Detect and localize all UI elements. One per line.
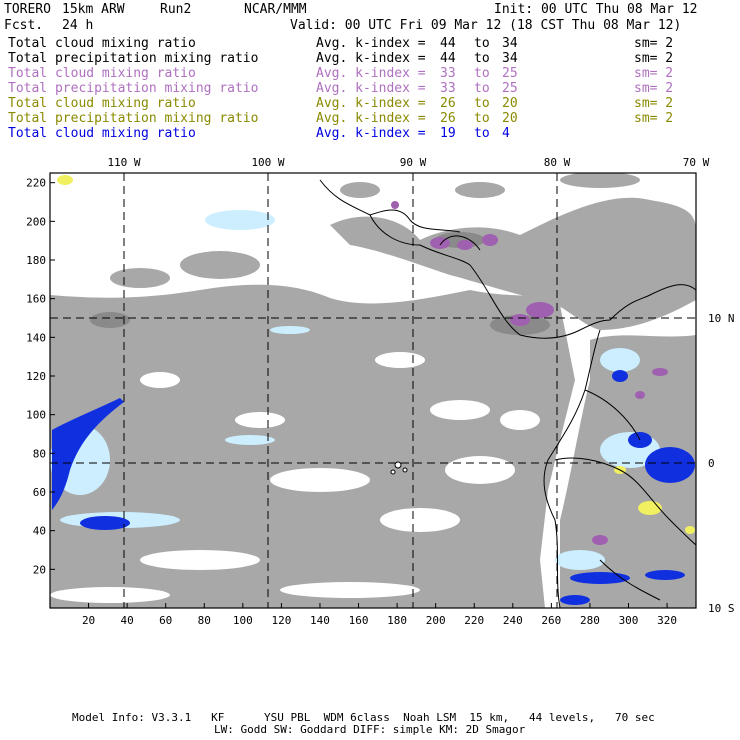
legend-label-5: Avg. k-index =	[316, 111, 426, 126]
legend-sm-1: sm= 2	[634, 51, 674, 66]
legend-to-word-4: to	[474, 96, 490, 111]
longitude-label-2: 90 W	[400, 156, 427, 169]
forecast-label: Fcst.	[4, 18, 44, 33]
axis-labels: 20 40 60 80 100 120 140 160 180 200 220 240 260 280 30…	[26, 156, 734, 627]
legend-to-1: 34	[502, 51, 518, 66]
legend-field-4: Total cloud mixing ratio	[8, 96, 196, 111]
legend-label-0: Avg. k-index =	[316, 36, 426, 51]
legend-label-1: Avg. k-index =	[316, 51, 426, 66]
y-tick-label-1: 40	[33, 525, 46, 538]
legend-from-2: 33	[440, 66, 456, 81]
axis-ticks	[50, 182, 668, 608]
legend-sm-3: sm= 2	[634, 81, 674, 96]
x-tick-label-7: 160	[349, 614, 369, 627]
y-tick-label-3: 80	[33, 447, 46, 460]
map-frame	[49, 172, 697, 609]
legend-from-0: 44	[440, 36, 456, 51]
legend-to-2: 25	[502, 66, 518, 81]
model-info-line: Model Info: V3.3.1 KF YSU PBL WDM 6class…	[72, 711, 655, 724]
legend-sm-5: sm= 2	[634, 111, 674, 126]
legend-sm-2: sm= 2	[634, 66, 674, 81]
model-name: TORERO	[4, 2, 51, 17]
x-tick-label-1: 40	[121, 614, 134, 627]
latitude-label-0: 10 N	[708, 312, 735, 325]
longitude-label-0: 110 W	[107, 156, 140, 169]
run-label: Run2	[160, 2, 192, 17]
physics-info-line: LW: Godd SW: Goddard DIFF: simple KM: 2D…	[214, 723, 526, 736]
legend-to-6: 4	[502, 126, 510, 141]
legend-sm-0: sm= 2	[634, 36, 674, 51]
legend-to-word-6: to	[474, 126, 490, 141]
latitude-label-1: 0	[708, 457, 715, 470]
y-tick-label-7: 160	[26, 293, 46, 306]
longitude-label-1: 100 W	[251, 156, 284, 169]
x-tick-label-3: 80	[198, 614, 211, 627]
legend-to-0: 34	[502, 36, 518, 51]
legend-to-word-2: to	[474, 66, 490, 81]
longitude-label-3: 80 W	[544, 156, 571, 169]
y-tick-label-0: 20	[33, 563, 46, 576]
x-tick-label-4: 100	[233, 614, 253, 627]
x-tick-label-2: 60	[159, 614, 172, 627]
longitude-label-4: 70 W	[683, 156, 710, 169]
init-time: Init: 00 UTC Thu 08 Mar 12	[494, 2, 698, 17]
legend-from-3: 33	[440, 81, 456, 96]
lat-lon-grid	[50, 173, 696, 608]
forecast-hour: 24 h	[62, 18, 94, 33]
x-tick-label-5: 120	[271, 614, 291, 627]
legend-label-6: Avg. k-index =	[316, 126, 426, 141]
legend-sm-4: sm= 2	[634, 96, 674, 111]
y-tick-label-2: 60	[33, 486, 46, 499]
x-tick-label-10: 220	[464, 614, 484, 627]
galapagos-islands	[390, 461, 408, 475]
legend-to-word-3: to	[474, 81, 490, 96]
legend-field-0: Total cloud mixing ratio	[8, 36, 196, 51]
legend-label-3: Avg. k-index =	[316, 81, 426, 96]
legend-to-3: 25	[502, 81, 518, 96]
heavy-precip-areas	[52, 370, 695, 605]
x-tick-label-0: 20	[82, 614, 95, 627]
legend-field-5: Total precipitation mixing ratio	[8, 111, 259, 126]
legend-field-3: Total precipitation mixing ratio	[8, 81, 259, 96]
legend-to-word-0: to	[474, 36, 490, 51]
map-layers	[50, 173, 696, 608]
legend-from-6: 19	[440, 126, 456, 141]
legend-field-1: Total precipitation mixing ratio	[8, 51, 259, 66]
x-tick-label-8: 180	[387, 614, 407, 627]
legend-from-4: 26	[440, 96, 456, 111]
org-label: NCAR/MMM	[244, 2, 307, 17]
model-resolution: 15km ARW	[62, 2, 125, 17]
x-tick-label-13: 280	[580, 614, 600, 627]
x-tick-label-9: 200	[426, 614, 446, 627]
legend-to-5: 20	[502, 111, 518, 126]
legend-from-1: 44	[440, 51, 456, 66]
legend-field-6: Total cloud mixing ratio	[8, 126, 196, 141]
y-tick-label-9: 200	[26, 215, 46, 228]
legend-to-word-1: to	[474, 51, 490, 66]
x-tick-label-14: 300	[619, 614, 639, 627]
legend-label-2: Avg. k-index =	[316, 66, 426, 81]
legend-to-word-5: to	[474, 111, 490, 126]
x-tick-label-6: 140	[310, 614, 330, 627]
y-tick-label-5: 120	[26, 370, 46, 383]
x-tick-label-15: 320	[657, 614, 677, 627]
y-tick-label-6: 140	[26, 331, 46, 344]
latitude-label-2: 10 S	[708, 602, 735, 615]
y-tick-label-4: 100	[26, 409, 46, 422]
legend-label-4: Avg. k-index =	[316, 96, 426, 111]
legend-to-4: 20	[502, 96, 518, 111]
legend-field-2: Total cloud mixing ratio	[8, 66, 196, 81]
y-tick-label-8: 180	[26, 254, 46, 267]
x-tick-label-11: 240	[503, 614, 523, 627]
legend-from-5: 26	[440, 111, 456, 126]
x-tick-label-12: 260	[541, 614, 561, 627]
y-tick-label-10: 220	[26, 177, 46, 190]
valid-time: Valid: 00 UTC Fri 09 Mar 12 (18 CST Thu …	[290, 18, 682, 33]
